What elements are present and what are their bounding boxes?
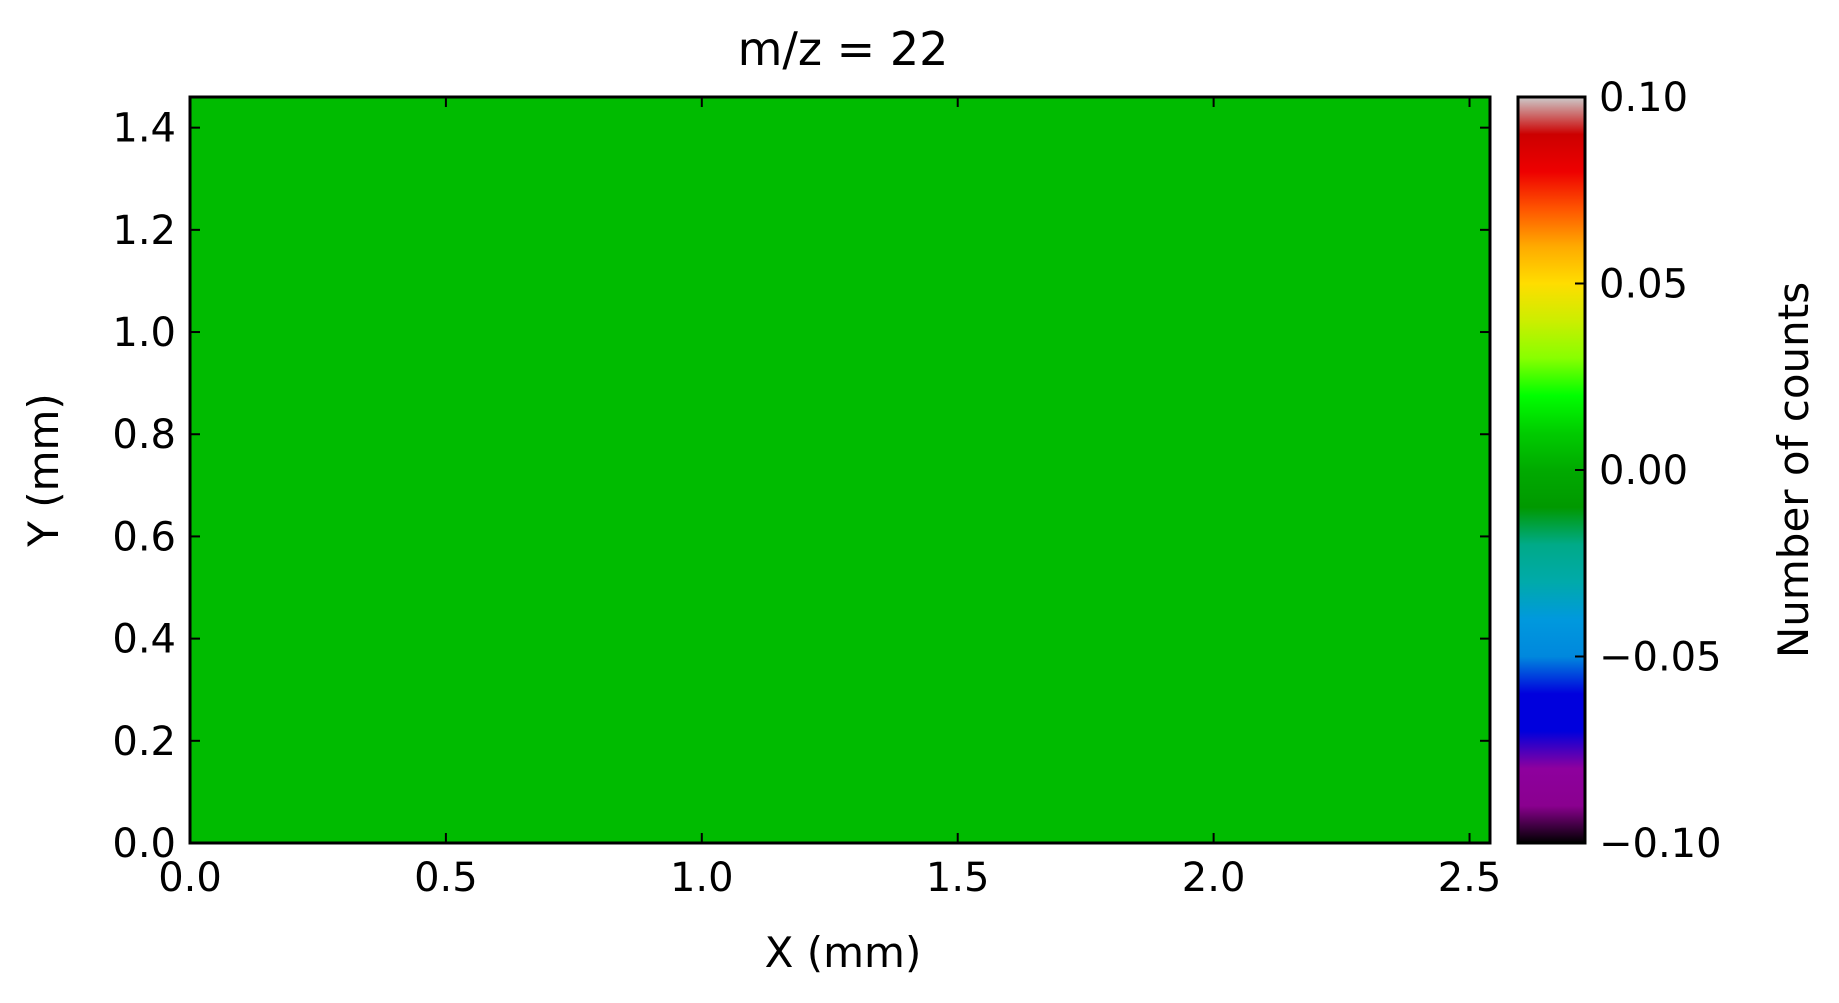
y-tick-label: 1.2 bbox=[112, 208, 176, 254]
x-tick-label: 2.0 bbox=[1182, 855, 1246, 901]
x-tick-label: 0.0 bbox=[158, 855, 222, 901]
colorbar-label: Number of counts bbox=[1769, 282, 1818, 658]
colorbar-tick-label: 0.10 bbox=[1599, 75, 1688, 121]
colorbar bbox=[1518, 97, 1585, 843]
heatmap-cell bbox=[190, 97, 1490, 843]
y-tick-label: 1.0 bbox=[112, 310, 176, 356]
colorbar-tick-label: −0.05 bbox=[1599, 635, 1722, 681]
x-tick-label: 1.0 bbox=[670, 855, 734, 901]
x-axis-label: X (mm) bbox=[765, 928, 922, 977]
plot-frame bbox=[188, 95, 1492, 845]
colorbar-tick-label: 0.05 bbox=[1599, 262, 1688, 308]
colorbar-tick-label: −0.10 bbox=[1599, 821, 1722, 867]
y-axis-label: Y (mm) bbox=[19, 393, 68, 548]
y-tick-label: 0.4 bbox=[112, 617, 176, 663]
y-tick-label: 0.0 bbox=[112, 821, 176, 867]
y-tick-label: 1.4 bbox=[112, 106, 176, 152]
x-tick-label: 2.5 bbox=[1438, 855, 1502, 901]
x-tick-label: 0.5 bbox=[414, 855, 478, 901]
x-tick-label: 1.5 bbox=[926, 855, 990, 901]
colorbar-tick-label: 0.00 bbox=[1599, 448, 1688, 494]
y-tick-label: 0.2 bbox=[112, 719, 176, 765]
y-tick-label: 0.6 bbox=[112, 514, 176, 560]
chart-title: m/z = 22 bbox=[738, 22, 949, 76]
y-tick-label: 0.8 bbox=[112, 412, 176, 458]
